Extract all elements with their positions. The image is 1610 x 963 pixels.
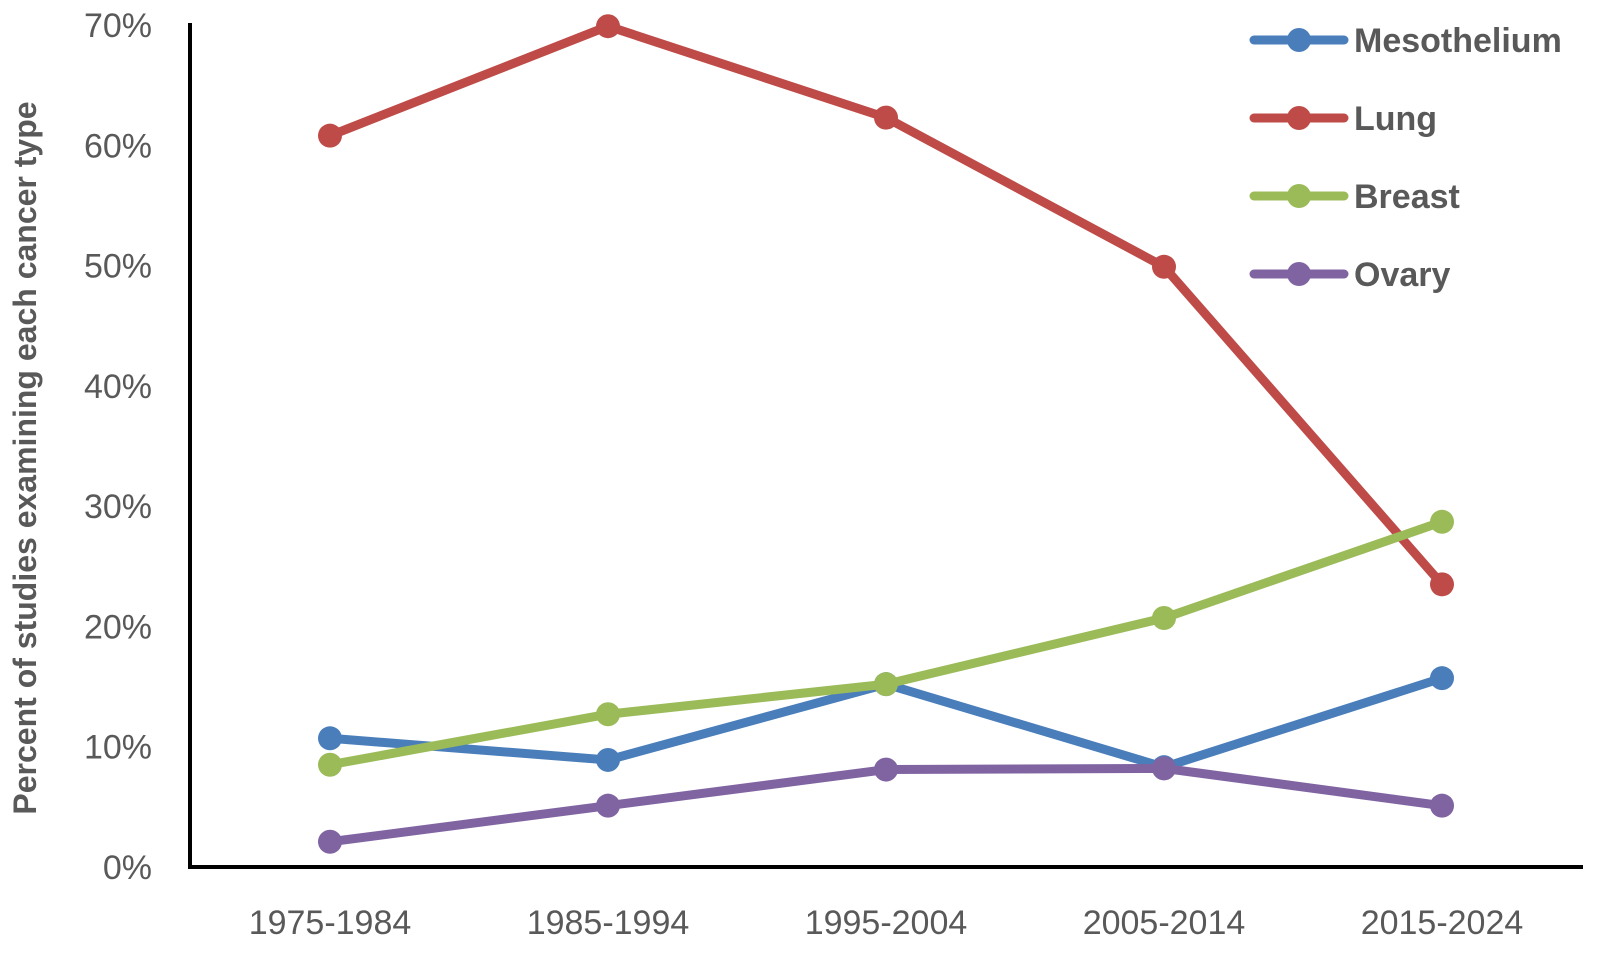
x-tick-label: 2005-2014 [1083,904,1246,942]
legend-swatch-marker [1287,106,1311,130]
x-tick-label: 1985-1994 [527,904,690,942]
legend-item-ovary: Ovary [1249,256,1450,294]
legend-label: Ovary [1354,256,1450,294]
y-tick-label: 60% [84,127,152,165]
legend-label: Mesothelium [1354,22,1562,60]
series-breast [318,509,1454,777]
data-point [596,702,620,727]
data-point [1430,572,1454,597]
data-point [318,829,342,854]
legend-swatch-marker [1287,262,1311,286]
x-tick-label: 1975-1984 [249,904,412,942]
legend-swatch-marker [1287,184,1311,208]
data-point [874,672,898,697]
x-tick-labels: 1975-1984 1985-1994 1995-2004 2005-2014 2015… [249,904,1524,942]
y-tick-label: 10% [84,729,152,767]
x-tick-label: 1995-2004 [805,904,968,942]
series-layer [318,14,1454,854]
data-point [318,123,342,148]
series-lung [318,14,1454,597]
y-axis-label: Percent of studies examining each cancer… [7,101,43,814]
data-point [1152,606,1176,631]
y-tick-labels: 0% 10% 20% 30% 40% 50% 60% 70% [84,7,152,887]
y-tick-label: 40% [84,368,152,406]
y-tick-label: 30% [84,488,152,526]
legend-item-lung: Lung [1249,100,1437,138]
y-tick-label: 20% [84,608,152,646]
data-point [596,14,620,39]
data-point [874,105,898,130]
legend-swatch-marker [1287,28,1311,52]
legend-item-breast: Breast [1249,178,1460,216]
y-tick-label: 50% [84,248,152,286]
data-point [1430,509,1454,534]
y-tick-label: 0% [103,849,152,887]
legend-label: Breast [1354,178,1460,216]
data-point [1430,793,1454,818]
data-point [1430,666,1454,691]
x-tick-label: 2015-2024 [1361,904,1524,942]
y-tick-label: 70% [84,7,152,45]
axes [188,23,1583,869]
data-point [596,747,620,772]
legend: Mesothelium Lung Breast Ovary [1249,22,1562,294]
data-point [318,752,342,777]
data-point [318,726,342,751]
series-ovary [318,756,1454,854]
data-point [1152,254,1176,279]
data-point [596,793,620,818]
legend-item-mesothelium: Mesothelium [1249,22,1562,60]
legend-label: Lung [1354,100,1437,138]
data-point [1152,756,1176,781]
data-point [874,757,898,782]
